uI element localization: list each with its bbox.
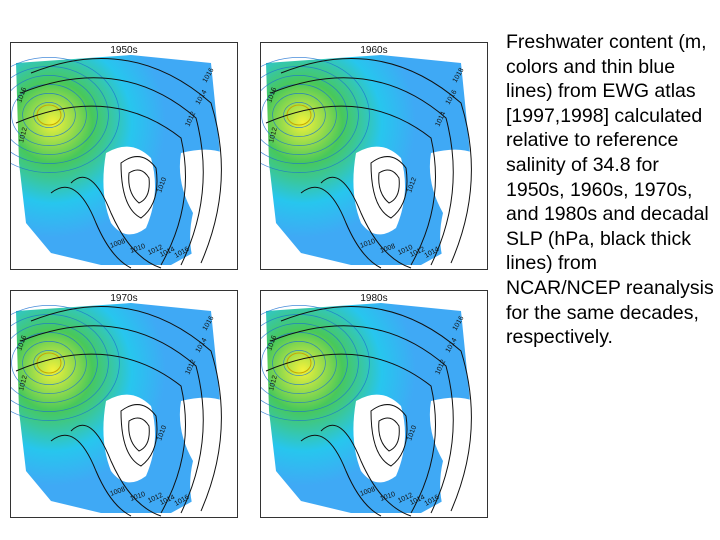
slp-isobar: [370, 404, 408, 467]
isobar-label: 1012: [268, 375, 279, 392]
decade-label: 1960s: [360, 45, 388, 56]
isobar-label: 1010: [156, 177, 168, 194]
slp-isobar: [30, 306, 222, 512]
isobar-label: 1010: [156, 425, 168, 442]
slp-isobar: [280, 306, 472, 512]
freshwater-contour: [261, 84, 337, 146]
decade-label: 1980s: [360, 293, 388, 304]
freshwater-contour: [11, 323, 98, 403]
figure-caption: Freshwater content (m, colors and thin b…: [506, 31, 714, 349]
slp-isobar: [30, 58, 222, 264]
map-panel-1950s: 1016 1014 1012 1010 1008 1010 1012 1014 1016 1016…: [10, 42, 238, 270]
slp-isobar: [70, 176, 162, 269]
slp-isobar: [15, 353, 186, 514]
slp-isobar: [280, 58, 472, 264]
freshwater-contour: [283, 350, 315, 376]
slp-isobar: [300, 186, 382, 269]
freshwater-contour: [261, 305, 370, 421]
isobar-label: 1016: [16, 87, 28, 104]
freshwater-contour: [22, 93, 76, 137]
map-panel-1980s: 1016 1014 1012 1010 1008 1010 1012 1014 1016 1016…: [260, 290, 488, 518]
map-panel-1970s: 1016 1014 1012 1010 1008 1010 1012 1014 1016 1016…: [10, 290, 238, 518]
freshwater-contour: [11, 84, 87, 146]
slp-isobar: [120, 404, 158, 467]
isobar-label: 1008: [379, 243, 396, 255]
slp-isobar: [20, 325, 204, 514]
slp-isobar: [265, 353, 436, 514]
isobar-label: 1012: [406, 177, 418, 194]
isobar-label: 1010: [129, 243, 146, 255]
land-mass: [261, 481, 306, 517]
slp-isobar: [120, 156, 158, 219]
isobar-label: 1008: [109, 238, 126, 250]
land-mass: [179, 397, 237, 517]
land-mass: [429, 397, 487, 517]
isobar-label: 1008: [109, 486, 126, 498]
decade-label: 1950s: [110, 45, 138, 56]
isobar-label: 1010: [379, 491, 396, 503]
slp-isobar: [270, 77, 454, 266]
freshwater-contour: [261, 323, 348, 403]
isobar-label: 1012: [18, 127, 29, 144]
land-mass: [261, 233, 306, 269]
slp-isobar: [50, 186, 132, 269]
isobar-label: 1008: [359, 486, 376, 498]
freshwater-contour: [33, 102, 65, 128]
isobar-label: 1010: [359, 238, 376, 250]
slp-isobar: [20, 77, 204, 266]
freshwater-contour: [261, 57, 370, 173]
slp-isobar: [50, 434, 132, 517]
isobar-label: 1012: [268, 127, 279, 144]
isobar-label: 1016: [16, 335, 28, 352]
isobar-label: 1010: [129, 491, 146, 503]
freshwater-contour: [11, 305, 120, 421]
slp-isobar: [378, 417, 400, 452]
slp-isobar: [128, 169, 150, 204]
land-mass: [11, 481, 56, 517]
land-mass: [429, 149, 487, 269]
land-mass: [179, 149, 237, 269]
isobar-label: 1016: [266, 335, 278, 352]
slp-isobar: [265, 105, 436, 266]
freshwater-contour: [283, 102, 315, 128]
freshwater-contour: [261, 332, 337, 394]
freshwater-contour: [33, 350, 65, 376]
isobar-label: 1012: [18, 375, 29, 392]
slp-isobar: [370, 156, 408, 219]
slp-isobar: [320, 176, 412, 269]
freshwater-contour: [22, 341, 76, 385]
freshwater-contour: [11, 75, 98, 155]
land-mass: [103, 146, 155, 235]
freshwater-contour: [261, 75, 348, 155]
freshwater-contour: [272, 341, 326, 385]
slp-isobar: [320, 424, 412, 517]
freshwater-contour: [272, 93, 326, 137]
isobar-label: 1016: [266, 87, 278, 104]
land-mass: [103, 394, 155, 483]
land-mass: [353, 146, 405, 235]
map-panel-1960s: 1018 1016 1014 1012 1010 1008 1010 1012 1014 1016…: [260, 42, 488, 270]
slp-isobar: [378, 169, 400, 204]
decade-label: 1970s: [110, 293, 138, 304]
slp-isobar: [270, 325, 454, 514]
slp-isobar: [128, 417, 150, 452]
freshwater-contour: [11, 332, 87, 394]
isobar-label: 1010: [406, 425, 418, 442]
slp-isobar: [15, 105, 186, 266]
freshwater-contour: [11, 57, 120, 173]
land-mass: [353, 394, 405, 483]
slp-isobar: [300, 434, 382, 517]
slp-isobar: [70, 424, 162, 517]
land-mass: [11, 233, 56, 269]
